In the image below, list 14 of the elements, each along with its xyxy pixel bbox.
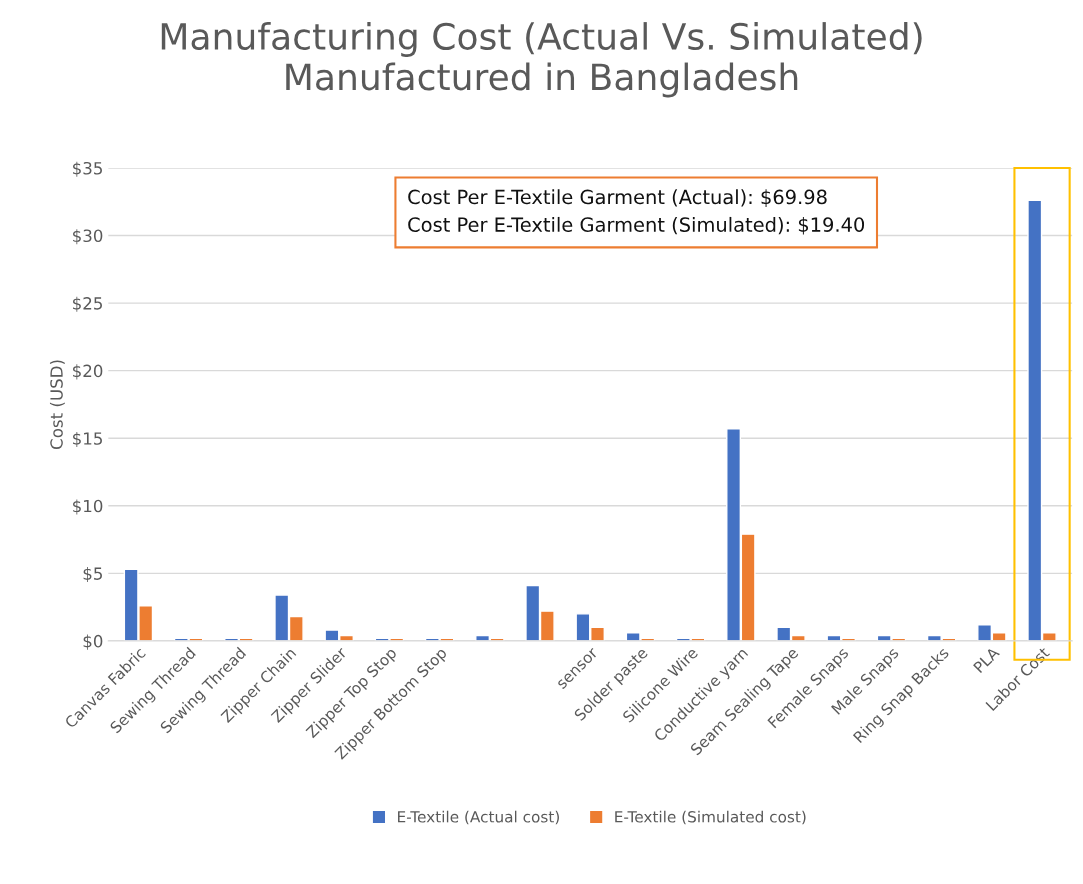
annotation: Cost Per E-Textile Garment (Actual): $69.98 Cost Per E-Textile Garment (Simulated): $19.40 [408,189,865,235]
y-tick-label: $25 [73,296,102,312]
y-axis-title: Cost (USD) [49,360,65,449]
y-tick-label: $5 [83,567,102,583]
y-tick-label: $30 [73,229,103,245]
y-tick-label: $20 [73,364,103,380]
x-tick-label: PLA [973,646,1000,674]
legend-label: E-Textile (Simulated cost) [615,810,806,825]
y-tick-label: $0 [83,634,103,650]
y-tick-label: $10 [73,499,103,515]
chart-title: Manufacturing Cost (Actual Vs. Simulated) Manufactured in Bangladesh [161,22,922,98]
y-tick-label: $15 [73,431,102,447]
y-tick-label: $35 [73,161,102,177]
legend-label: E-Textile (Actual cost) [398,810,559,825]
